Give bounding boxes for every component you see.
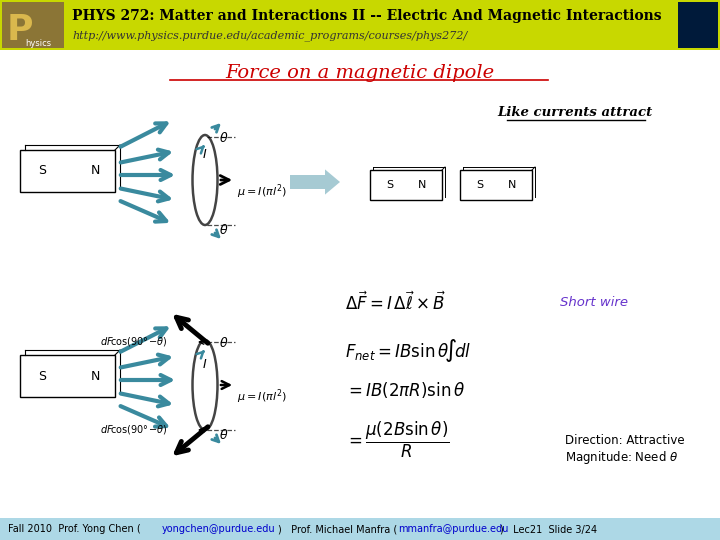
Text: $\mu = I(\pi l^2)$: $\mu = I(\pi l^2)$ — [237, 183, 287, 201]
Text: P: P — [6, 13, 33, 47]
Bar — [20, 150, 115, 192]
Text: )   Prof. Michael Manfra (: ) Prof. Michael Manfra ( — [278, 524, 397, 534]
Text: P: P — [6, 13, 33, 47]
Text: $\theta$: $\theta$ — [219, 223, 228, 237]
Text: $= IB(2\pi R)\sin\theta$: $= IB(2\pi R)\sin\theta$ — [345, 380, 465, 400]
Text: S: S — [38, 369, 46, 382]
Text: http://www.physics.purdue.edu/academic_programs/courses/phys272/: http://www.physics.purdue.edu/academic_p… — [72, 31, 467, 42]
Text: )   Lec21  Slide 3/24: ) Lec21 Slide 3/24 — [500, 524, 597, 534]
Text: mmanfra@purdue.edu: mmanfra@purdue.edu — [398, 524, 508, 534]
Text: $\theta$: $\theta$ — [219, 131, 228, 145]
Text: Fall 2010  Prof. Yong Chen (: Fall 2010 Prof. Yong Chen ( — [8, 524, 140, 534]
Text: $\theta$: $\theta$ — [219, 336, 228, 350]
Bar — [2, 2, 64, 48]
Text: $\Delta\vec{F} = I\,\Delta\vec{\ell}\times\vec{B}$: $\Delta\vec{F} = I\,\Delta\vec{\ell}\tim… — [345, 292, 446, 314]
Text: $\theta$: $\theta$ — [219, 428, 228, 442]
Text: yongchen@purdue.edu: yongchen@purdue.edu — [162, 524, 276, 534]
Text: Magnitude: Need $\theta$: Magnitude: Need $\theta$ — [565, 449, 678, 465]
Text: $I$: $I$ — [202, 148, 207, 161]
Text: hysics: hysics — [25, 39, 51, 49]
Bar — [460, 170, 532, 200]
Text: Direction: Attractive: Direction: Attractive — [565, 434, 685, 447]
Text: N: N — [90, 165, 99, 178]
Text: S: S — [38, 165, 46, 178]
Text: $dF\!\cos(90°\!-\!\theta)$: $dF\!\cos(90°\!-\!\theta)$ — [99, 335, 167, 348]
Text: $\mu = I(\pi l^2)$: $\mu = I(\pi l^2)$ — [237, 388, 287, 406]
Text: Short wire: Short wire — [560, 296, 628, 309]
Bar — [20, 355, 115, 397]
Text: Force on a magnetic dipole: Force on a magnetic dipole — [225, 64, 495, 82]
Bar — [370, 170, 442, 200]
Text: N: N — [90, 369, 99, 382]
Text: $I$: $I$ — [202, 359, 207, 372]
Text: N: N — [508, 180, 516, 190]
Text: S: S — [477, 180, 484, 190]
FancyArrow shape — [290, 170, 340, 194]
Text: $=\dfrac{\mu(2B\sin\theta)}{R}$: $=\dfrac{\mu(2B\sin\theta)}{R}$ — [345, 420, 449, 460]
Text: Like currents attract: Like currents attract — [498, 106, 652, 119]
Text: S: S — [387, 180, 394, 190]
Text: $dF\!\cos(90°\!-\!\theta)$: $dF\!\cos(90°\!-\!\theta)$ — [99, 423, 167, 436]
Text: $F_{net} = IB\sin\theta\!\int\!dl$: $F_{net} = IB\sin\theta\!\int\!dl$ — [345, 336, 472, 363]
Bar — [0, 518, 720, 540]
Text: PHYS 272: Matter and Interactions II -- Electric And Magnetic Interactions: PHYS 272: Matter and Interactions II -- … — [72, 9, 662, 23]
Bar — [0, 0, 720, 50]
Bar — [678, 2, 718, 48]
Text: N: N — [418, 180, 426, 190]
